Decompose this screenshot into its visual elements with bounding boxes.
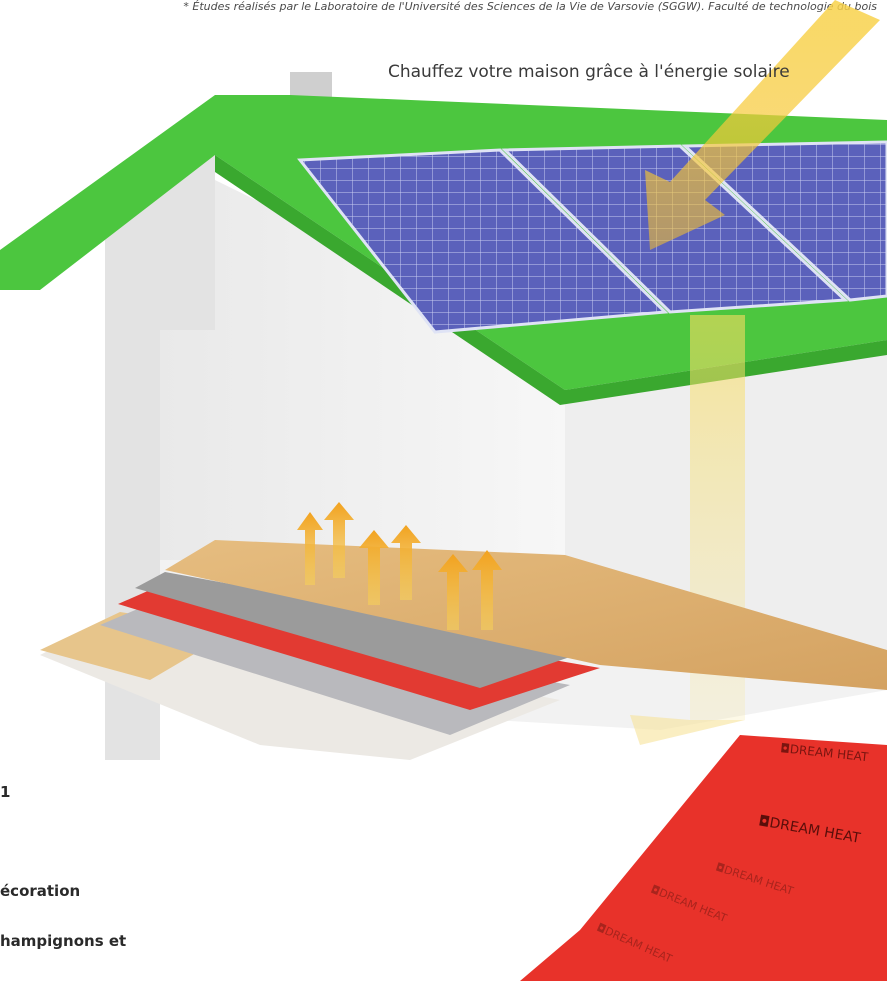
heat-arrow	[438, 554, 468, 630]
feature-text: 1	[0, 783, 11, 801]
heating-film-roll	[520, 735, 887, 981]
footnote: * Études réalisés par le Laboratoire de …	[183, 0, 877, 13]
solar-panel	[297, 148, 669, 334]
feature-text: hampignons et	[0, 932, 127, 950]
sunlight-arrow	[645, 0, 880, 250]
chimney	[290, 72, 332, 98]
solar-panel	[681, 140, 887, 302]
energy-beam-turn	[630, 715, 745, 745]
heat-arrow	[391, 525, 421, 600]
feature-text: écoration	[0, 882, 81, 900]
heat-arrow	[297, 512, 323, 585]
headline: Chauffez votre maison grâce à l'énergie …	[388, 62, 790, 82]
heat-arrows	[297, 502, 502, 630]
layer-floor-wood	[165, 540, 887, 690]
layer-grey	[135, 572, 590, 688]
house-interior	[160, 180, 565, 560]
heat-arrow	[359, 530, 389, 605]
heat-arrow	[472, 550, 502, 630]
heat-arrow	[324, 502, 354, 578]
